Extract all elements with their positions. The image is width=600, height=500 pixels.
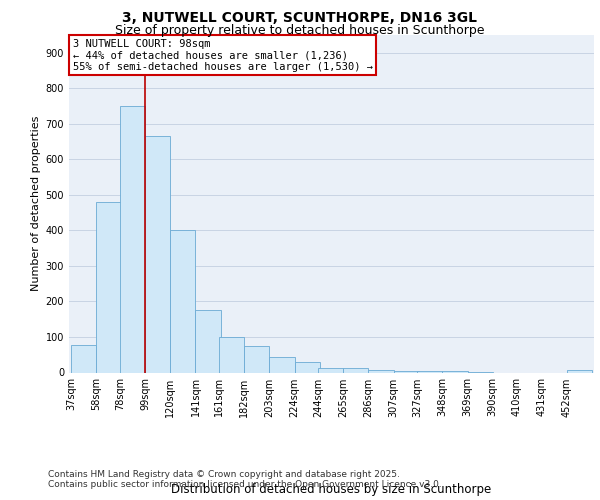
Bar <box>269 356 295 372</box>
Bar <box>394 370 419 372</box>
Bar <box>343 368 368 372</box>
Bar <box>121 106 145 372</box>
Bar <box>170 230 196 372</box>
Bar <box>145 136 170 372</box>
X-axis label: Distribution of detached houses by size in Scunthorpe: Distribution of detached houses by size … <box>172 484 491 496</box>
Bar <box>97 202 121 372</box>
Bar <box>244 346 269 372</box>
Bar <box>368 370 394 372</box>
Bar <box>71 345 97 372</box>
Text: Contains public sector information licensed under the Open Government Licence v3: Contains public sector information licen… <box>48 480 442 489</box>
Text: Contains HM Land Registry data © Crown copyright and database right 2025.: Contains HM Land Registry data © Crown c… <box>48 470 400 479</box>
Text: Size of property relative to detached houses in Scunthorpe: Size of property relative to detached ho… <box>115 24 485 37</box>
Bar <box>319 368 343 372</box>
Bar <box>196 310 221 372</box>
Text: 3 NUTWELL COURT: 98sqm
← 44% of detached houses are smaller (1,236)
55% of semi-: 3 NUTWELL COURT: 98sqm ← 44% of detached… <box>73 38 373 72</box>
Text: 3, NUTWELL COURT, SCUNTHORPE, DN16 3GL: 3, NUTWELL COURT, SCUNTHORPE, DN16 3GL <box>122 11 478 25</box>
Bar <box>220 337 244 372</box>
Bar <box>295 362 320 372</box>
Bar <box>566 370 592 372</box>
Y-axis label: Number of detached properties: Number of detached properties <box>31 116 41 292</box>
